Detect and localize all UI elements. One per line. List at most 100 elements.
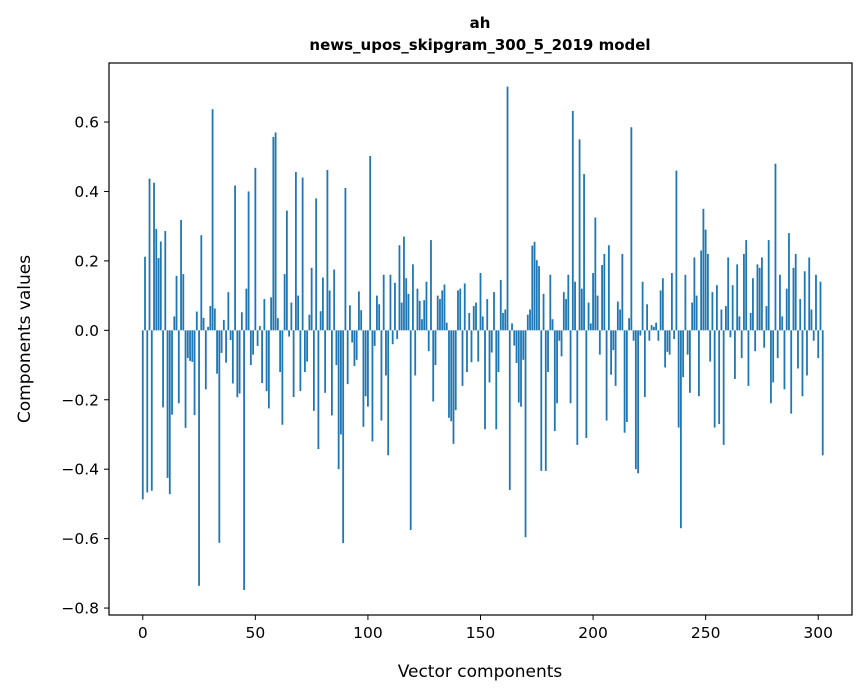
bar-component-49 [252,330,254,355]
bar-component-187 [562,292,565,331]
bar-component-145 [468,312,471,331]
bar-component-136 [448,330,450,418]
y-tick-label-4: 0.0 [74,322,99,340]
bar-component-42 [236,330,239,398]
bar-component-137 [450,330,453,422]
bar-component-75 [310,267,313,331]
bar-component-227 [652,326,655,331]
bar-component-270 [749,312,752,331]
bar-component-180 [547,330,549,372]
bar-component-56 [267,330,270,409]
x-tick-label-200: 200 [578,624,608,642]
bar-component-81 [324,330,327,393]
bar-component-17 [180,219,182,331]
bar-component-132 [439,299,441,331]
bar-component-254 [713,330,716,428]
bar-component-293 [801,330,804,397]
y-tick-label-5: 0.2 [74,252,99,270]
bar-component-170 [524,330,527,538]
bar-component-218 [632,330,635,341]
bar-component-52 [258,326,261,331]
bar-component-13 [171,330,173,415]
bar-component-249 [702,208,705,331]
bar-component-167 [517,330,520,403]
bar-component-274 [758,267,761,331]
bar-component-162 [506,86,509,331]
bar-component-50 [254,167,257,331]
bar-component-221 [639,330,642,336]
bar-component-140 [457,290,459,331]
bar-component-98 [362,330,365,427]
bar-component-209 [612,330,615,351]
bar-component-24 [195,311,198,331]
bar-component-192 [574,281,576,331]
bar-component-37 [225,330,227,363]
bar-component-194 [578,139,581,331]
bar-component-76 [312,330,315,411]
bar-component-43 [238,330,241,394]
bar-component-279 [770,330,772,404]
bar-component-188 [565,299,567,331]
bar-component-19 [184,330,187,428]
bar-component-89 [342,330,345,544]
bar-component-48 [249,330,252,366]
bar-component-41 [234,185,236,331]
bar-component-164 [511,323,513,331]
bar-component-234 [668,330,671,355]
bar-component-100 [367,330,369,407]
bar-component-67 [292,330,295,397]
y-tick-label-2: −0.4 [61,461,99,479]
bar-component-141 [459,288,462,331]
bar-component-147 [472,306,475,331]
bar-component-203 [598,330,601,355]
bar-component-85 [333,269,336,331]
bar-component-232 [664,330,667,368]
bar-component-55 [265,330,268,392]
bar-component-91 [346,330,349,385]
bar-component-159 [499,279,502,331]
bar-component-251 [707,253,709,331]
bar-component-66 [290,302,293,331]
bar-component-273 [756,264,759,331]
bar-component-292 [799,299,802,331]
bar-component-242 [686,330,689,355]
bar-component-190 [569,330,572,404]
bar-component-122 [416,288,419,331]
bar-component-90 [344,187,347,331]
y-tick-label-3: −0.2 [61,391,99,409]
bar-component-178 [542,293,545,331]
bar-component-129 [432,330,435,402]
bar-component-14 [173,316,176,331]
x-tick-label-250: 250 [691,624,721,642]
bar-component-139 [454,330,457,411]
bar-component-253 [711,292,714,331]
bar-component-208 [610,330,612,375]
bar-component-291 [797,330,799,369]
bar-component-142 [461,330,464,386]
bar-component-275 [761,257,763,331]
bar-component-201 [594,217,597,331]
bar-component-195 [580,288,583,331]
bar-component-165 [513,330,516,346]
bar-component-229 [657,330,660,341]
bar-component-235 [670,273,673,331]
bar-component-212 [619,309,621,331]
bar-component-73 [306,330,309,362]
bar-component-54 [263,299,266,331]
bar-component-230 [659,290,662,331]
bar-component-30 [209,306,212,331]
x-axis-label: Vector components [398,662,563,682]
bar-component-280 [772,330,775,383]
bar-component-243 [688,330,691,393]
bar-component-25 [198,330,200,586]
bar-component-62 [281,330,284,425]
bar-component-97 [360,310,363,331]
bar-component-237 [675,170,678,331]
bar-component-220 [637,330,640,474]
bar-component-86 [335,330,338,366]
bar-component-172 [529,309,531,331]
y-tick-label-6: 0.4 [74,183,99,201]
bar-component-45 [243,330,245,590]
bar-component-263 [734,330,736,379]
bar-component-95 [355,330,358,360]
